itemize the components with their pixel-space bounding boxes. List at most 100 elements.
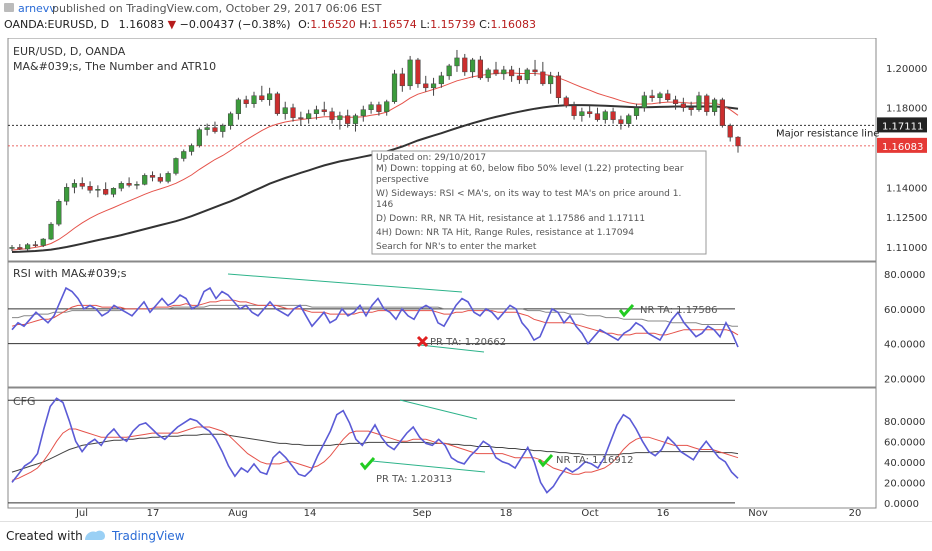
info-line: 4H) Down: NR TA Hit, Range Rules, resist… bbox=[376, 228, 634, 238]
candle-body bbox=[415, 59, 421, 85]
candle-body bbox=[196, 129, 202, 146]
candle-body bbox=[563, 97, 569, 106]
ma-red-line bbox=[11, 72, 739, 251]
candle-body bbox=[274, 93, 281, 114]
candle-body bbox=[438, 75, 444, 85]
candle-body bbox=[399, 73, 405, 87]
candle-body bbox=[48, 223, 54, 240]
cfg-tick-label: 60.0000 bbox=[884, 437, 925, 448]
candle-body bbox=[282, 107, 288, 114]
candle-body bbox=[259, 95, 265, 100]
candle-body bbox=[641, 95, 647, 108]
candle-body bbox=[321, 109, 327, 112]
info-line: 146 bbox=[376, 200, 393, 210]
candle-body bbox=[298, 117, 304, 119]
resistance-label: Major resistance line bbox=[776, 128, 879, 139]
candle-body bbox=[110, 188, 117, 195]
candle-body bbox=[711, 99, 718, 112]
candle-body bbox=[454, 57, 460, 67]
candle-body bbox=[618, 119, 624, 124]
candle-body bbox=[524, 69, 530, 81]
candle-body bbox=[727, 125, 733, 138]
candle-body bbox=[368, 104, 374, 110]
rsi-title: RSI with MA&#039;s bbox=[13, 267, 127, 280]
candle-body bbox=[251, 95, 257, 104]
candle-body bbox=[9, 247, 15, 249]
candle-body bbox=[485, 69, 491, 79]
candle-body bbox=[407, 59, 413, 87]
info-line: Updated on: 29/10/2017 bbox=[376, 153, 486, 163]
info-box bbox=[371, 150, 707, 255]
x-tick-label: Oct bbox=[581, 508, 598, 519]
price-tick-label: 1.11000 bbox=[886, 243, 927, 254]
author-link[interactable]: arnevv bbox=[18, 2, 56, 15]
candle-body bbox=[267, 93, 273, 100]
price-subtitle: MA&#039;s, The Number and ATR10 bbox=[13, 60, 216, 73]
rsi-tick-label: 80.0000 bbox=[884, 270, 925, 281]
cfg-annotation: PR TA: 1.20313 bbox=[376, 474, 452, 485]
candle-body bbox=[290, 107, 296, 118]
cfg-tick-label: 20.0000 bbox=[884, 478, 925, 489]
chart-area[interactable]: 1.200001.180001.160001.140001.125001.110… bbox=[0, 37, 932, 521]
tradingview-link[interactable]: TradingView bbox=[112, 529, 185, 543]
candle-body bbox=[227, 113, 234, 126]
candle-body bbox=[423, 83, 429, 89]
candle-body bbox=[610, 111, 616, 120]
open-value: 1.16520 bbox=[310, 18, 356, 31]
high-value: 1.16574 bbox=[371, 18, 417, 31]
candle-body bbox=[204, 127, 210, 130]
price-tick-label: 1.12500 bbox=[886, 213, 927, 224]
candle-body bbox=[313, 109, 320, 114]
candle-body bbox=[157, 177, 163, 182]
candle-body bbox=[188, 145, 195, 152]
rsi-tick-label: 20.0000 bbox=[884, 374, 925, 385]
x-tick-label: Jul bbox=[75, 508, 88, 519]
last-price: 1.16083 bbox=[118, 18, 165, 31]
candle-body bbox=[384, 101, 390, 112]
price-change: −0.00437 (−0.38%) bbox=[179, 18, 291, 31]
candle-body bbox=[103, 189, 109, 195]
candle-body bbox=[493, 69, 499, 75]
candle-body bbox=[149, 175, 156, 178]
cfg-ma-red-line bbox=[11, 426, 739, 481]
check-icon bbox=[537, 453, 554, 468]
candle-body bbox=[735, 136, 741, 147]
candle-body bbox=[540, 71, 546, 85]
candle-body bbox=[571, 105, 577, 116]
candle-body bbox=[633, 107, 640, 116]
info-line: M) Down: topping at 60, below fibo 50% l… bbox=[376, 164, 684, 174]
chart-svg[interactable]: 1.200001.180001.160001.140001.125001.110… bbox=[0, 37, 932, 521]
footer: Created with TradingView bbox=[0, 521, 932, 551]
open-label: O: bbox=[298, 18, 311, 31]
candle-body bbox=[555, 75, 562, 98]
rsi-tick-label: 40.0000 bbox=[884, 340, 925, 351]
candle-body bbox=[516, 75, 523, 81]
price-tick-label: 1.18000 bbox=[886, 104, 927, 115]
published-text: published on TradingView.com, October 29… bbox=[52, 2, 382, 15]
cross-icon bbox=[416, 335, 429, 348]
candle-body bbox=[430, 83, 437, 89]
cfg-ma-dark-line bbox=[11, 433, 739, 473]
candle-body bbox=[509, 69, 515, 77]
info-line: W) Sideways: RSI < MA's, on its way to t… bbox=[376, 189, 681, 199]
candle-body bbox=[649, 95, 655, 98]
candle-body bbox=[680, 103, 686, 108]
info-line: perspective bbox=[376, 175, 429, 185]
candle-body bbox=[25, 244, 31, 250]
check-icon bbox=[359, 456, 376, 471]
rsi-line bbox=[11, 286, 739, 348]
publish-header: arnevv published on TradingView.com, Oct… bbox=[0, 0, 932, 17]
candle-body bbox=[126, 183, 132, 186]
candle-body bbox=[665, 93, 671, 100]
low-label: L: bbox=[420, 18, 431, 31]
candle-body bbox=[626, 115, 632, 124]
candle-body bbox=[594, 113, 601, 120]
rsi-trendline bbox=[227, 273, 463, 293]
candle-body bbox=[469, 59, 476, 73]
symbol-bar: OANDA:EURUSD, D 1.16083 ▼ −0.00437 (−0.3… bbox=[4, 18, 536, 31]
resistance-price-tag bbox=[877, 117, 927, 133]
rsi-tick-label: 60.0000 bbox=[884, 305, 925, 316]
info-line: D) Down: RR, NR TA Hit, resistance at 1.… bbox=[376, 214, 645, 224]
x-tick-label: Aug bbox=[228, 508, 248, 519]
candle-body bbox=[306, 113, 312, 119]
